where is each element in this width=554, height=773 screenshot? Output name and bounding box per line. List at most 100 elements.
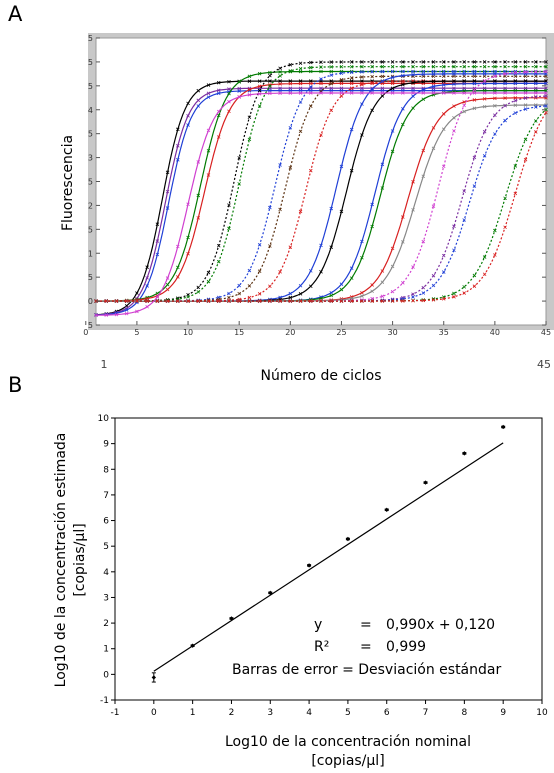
curve-point (298, 61, 303, 66)
curve-point (370, 202, 374, 207)
curve-point (411, 72, 415, 77)
curve-point (513, 111, 518, 115)
curve-point (165, 189, 170, 194)
curve-point (462, 81, 466, 86)
curve-point (237, 283, 241, 288)
curve-point (493, 74, 497, 79)
curve-point (278, 66, 282, 71)
a-xtick-label: 10 (183, 328, 193, 337)
curve-point (421, 291, 426, 295)
b-ylabel: Log10 de la concentración estimada (53, 433, 69, 688)
curve-point (319, 65, 323, 69)
curve-point (339, 64, 344, 69)
curve-point (462, 60, 466, 64)
a-ytick-label: 5 (88, 34, 93, 43)
curve-point (216, 135, 221, 139)
curve-point (493, 64, 497, 69)
curve-point (452, 104, 456, 108)
curve-point (319, 91, 323, 95)
curve-point (247, 87, 252, 92)
curve-point (247, 115, 252, 120)
curve-point (216, 80, 221, 85)
curve-point (452, 64, 456, 69)
curve-point (523, 91, 528, 95)
curve-point (513, 103, 518, 107)
a-ytick-label: 2 (88, 201, 93, 210)
curve-point (523, 81, 528, 86)
curve-point (196, 160, 201, 164)
b-xtick-label: 0 (151, 708, 157, 718)
curve-point (462, 91, 466, 95)
curve-point (298, 66, 303, 71)
a-ytick-label: 1 (88, 249, 93, 258)
curve-point (533, 69, 538, 74)
curve-point (401, 107, 405, 111)
curve-point (380, 60, 385, 64)
data-point (151, 675, 157, 680)
curve-point (411, 80, 415, 85)
curve-point (165, 170, 170, 175)
curve-point (196, 98, 201, 103)
curve-point (247, 295, 252, 300)
b-ytick-label: 6 (103, 517, 109, 527)
curve-point (411, 292, 415, 296)
curve-point (288, 79, 293, 83)
data-point (306, 563, 312, 568)
curve-point (237, 156, 241, 160)
data-point (190, 643, 195, 648)
curve-point (186, 101, 190, 106)
curve-point (216, 243, 221, 248)
curve-point (513, 60, 518, 64)
curve-point (493, 253, 497, 257)
a-ytick-label: 5 (88, 130, 93, 139)
curve-point (257, 292, 262, 296)
annot-y-eq: = (360, 617, 372, 633)
curve-point (401, 73, 405, 78)
curve-point (482, 64, 487, 69)
curve-point (268, 84, 272, 88)
curve-point (360, 60, 364, 64)
curve-point (349, 81, 354, 86)
a-ytick-label: 5 (88, 82, 93, 91)
curve-point (360, 239, 364, 244)
curve-point (288, 125, 293, 130)
curve-point (349, 64, 354, 69)
curve-point (370, 64, 374, 69)
curve-point (247, 79, 252, 83)
curve-point (288, 245, 293, 249)
curve-point (431, 84, 436, 89)
curve-point (155, 222, 160, 226)
curve-point (257, 243, 262, 247)
curve-point (421, 285, 426, 290)
curve-point (421, 69, 426, 74)
curve-point (329, 290, 334, 295)
curve-point (452, 79, 456, 83)
curve-point (533, 81, 538, 86)
curve-point (452, 248, 456, 253)
curve-point (523, 107, 528, 111)
curve-point (288, 295, 293, 300)
curve-point (411, 60, 415, 64)
curve-point (298, 283, 303, 288)
curve-point (104, 313, 109, 317)
curve-point (268, 70, 272, 75)
curve-point (298, 69, 303, 74)
b-plot-area (114, 417, 543, 701)
a-ytick-label: 4 (88, 106, 93, 115)
curve-point (462, 109, 466, 114)
curve-point (360, 299, 364, 303)
curve-point (452, 224, 456, 229)
b-xlabel2: [copias/µl] (311, 753, 384, 769)
curve-point (482, 60, 487, 64)
curve-point (237, 89, 241, 93)
curve-point (257, 92, 262, 96)
curve-point (472, 81, 477, 86)
curve-point (247, 74, 252, 79)
curve-point (308, 104, 313, 108)
curve-point (411, 69, 415, 74)
curve-point (165, 206, 170, 210)
curve-point (493, 91, 497, 95)
curve-point (390, 129, 395, 133)
curve-point (472, 155, 477, 160)
curve-point (349, 91, 354, 95)
